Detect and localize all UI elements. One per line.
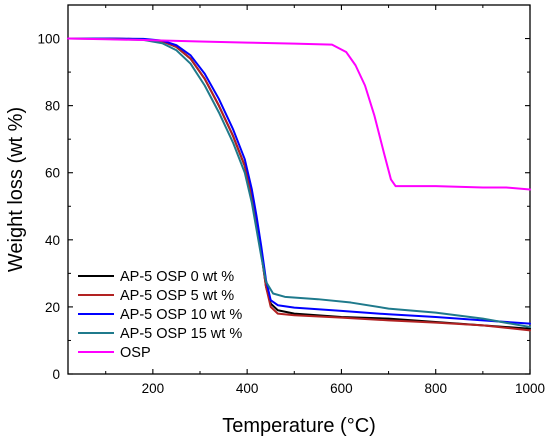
series-line-5 bbox=[67, 37, 531, 191]
series-group bbox=[67, 37, 531, 332]
legend-label-1: AP-5 OSP 0 wt % bbox=[120, 269, 234, 285]
x-tick-label: 400 bbox=[236, 381, 259, 396]
x-tick-label: 1000 bbox=[515, 381, 545, 396]
legend: AP-5 OSP 0 wt % AP-5 OSP 5 wt % AP-5 OSP 1… bbox=[78, 269, 242, 361]
x-tick-label: 600 bbox=[330, 381, 353, 396]
y-tick-label: 100 bbox=[37, 32, 60, 47]
y-axis-title: Weight loss (wt %) bbox=[5, 107, 27, 272]
y-tick-label: 60 bbox=[45, 166, 60, 181]
x-axis-title: Temperature (°C) bbox=[222, 415, 376, 437]
x-tick-label: 800 bbox=[424, 381, 447, 396]
series-line-4 bbox=[67, 37, 531, 329]
y-tick-label: 80 bbox=[45, 99, 60, 114]
legend-label-4: AP-5 OSP 15 wt % bbox=[120, 326, 242, 342]
legend-label-2: AP-5 OSP 5 wt % bbox=[120, 288, 234, 304]
y-tick-label: 20 bbox=[45, 300, 60, 315]
legend-label-3: AP-5 OSP 10 wt % bbox=[120, 307, 242, 323]
series-line-1 bbox=[67, 37, 531, 330]
y-tick-label: 40 bbox=[45, 233, 60, 248]
legend-label-5: OSP bbox=[120, 345, 151, 361]
series-line-3 bbox=[67, 37, 531, 325]
series-line-2 bbox=[67, 37, 531, 332]
y-tick-label: 0 bbox=[52, 367, 60, 382]
x-tick-label: 200 bbox=[142, 381, 165, 396]
ticks-group: 200 400 600 800 1000 0 20 40 60 80 100 bbox=[37, 5, 545, 396]
